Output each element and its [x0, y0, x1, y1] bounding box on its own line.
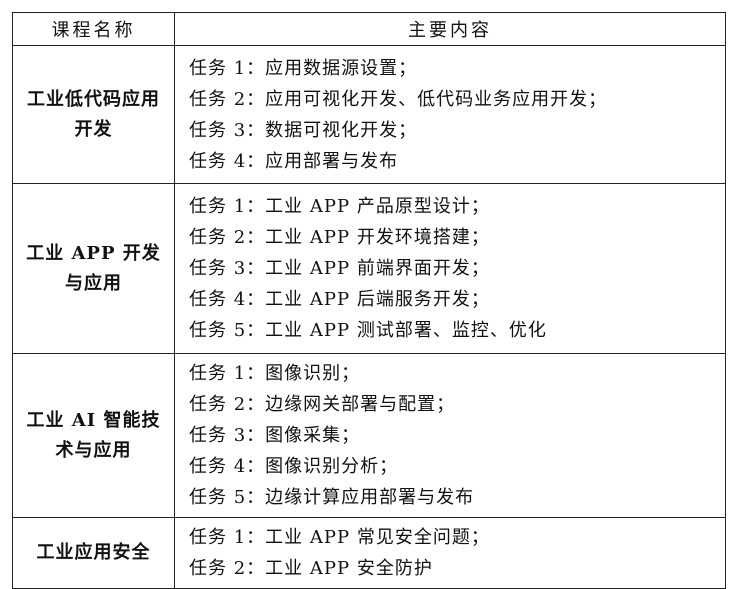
task-item: 任务 3：图像采集； [189, 425, 361, 446]
header-row: 课程名称 主要内容 [12, 12, 726, 46]
course-content: 任务 1：应用数据源设置； 任务 2：应用可视化开发、低代码业务应用开发； 任务 3… [174, 45, 726, 184]
task-item: 任务 2：边缘网关部署与配置； [189, 394, 456, 415]
task-item: 任务 4：应用部署与发布 [189, 150, 399, 172]
course-table: 课程名称 主要内容 工业低代码应用开发 任务 1：应用数据源设置； 任务 2：应用可… [12, 12, 726, 589]
course-content: 任务 1：工业 APP 产品原型设计； 任务 2：工业 APP 开发环境搭建； 任务… [174, 183, 726, 354]
task-item: 任务 5：边缘计算应用部署与发布 [189, 487, 475, 508]
table-row: 工业 APP 开发与应用 任务 1：工业 APP 产品原型设计； 任务 2：工业 A… [12, 183, 726, 354]
task-item: 任务 1：工业 APP 常见安全问题； [189, 527, 490, 548]
task-item: 任务 5：工业 APP 测试部署、监控、优化 [189, 320, 547, 341]
header-main-content: 主要内容 [174, 12, 726, 46]
table-row: 工业应用安全 任务 1：工业 APP 常见安全问题； 任务 2：工业 APP 安全防… [12, 517, 726, 589]
task-item: 任务 3：数据可视化开发； [189, 119, 418, 141]
task-item: 任务 2：应用可视化开发、低代码业务应用开发； [189, 88, 608, 110]
course-name: 工业应用安全 [12, 517, 175, 589]
course-name: 工业 AI 智能技术与应用 [12, 353, 175, 518]
task-item: 任务 1：工业 APP 产品原型设计； [189, 196, 490, 217]
course-name: 工业 APP 开发与应用 [12, 183, 175, 354]
task-item: 任务 2：工业 APP 开发环境搭建； [189, 227, 490, 248]
course-content: 任务 1：图像识别； 任务 2：边缘网关部署与配置； 任务 3：图像采集； 任务 4：… [174, 353, 726, 518]
task-item: 任务 1：应用数据源设置； [189, 57, 418, 79]
table-row: 工业 AI 智能技术与应用 任务 1：图像识别； 任务 2：边缘网关部署与配置； 任务… [12, 353, 726, 518]
task-item: 任务 1：图像识别； [189, 363, 361, 384]
task-item: 任务 3：工业 APP 前端界面开发； [189, 258, 490, 279]
task-item: 任务 4：工业 APP 后端服务开发； [189, 289, 490, 310]
course-name: 工业低代码应用开发 [12, 45, 175, 184]
table-row: 工业低代码应用开发 任务 1：应用数据源设置； 任务 2：应用可视化开发、低代码业务… [12, 45, 726, 184]
course-content: 任务 1：工业 APP 常见安全问题； 任务 2：工业 APP 安全防护 [174, 517, 726, 589]
header-course-name: 课程名称 [12, 12, 175, 46]
task-item: 任务 4：图像识别分析； [189, 456, 399, 477]
task-item: 任务 2：工业 APP 安全防护 [189, 558, 433, 579]
